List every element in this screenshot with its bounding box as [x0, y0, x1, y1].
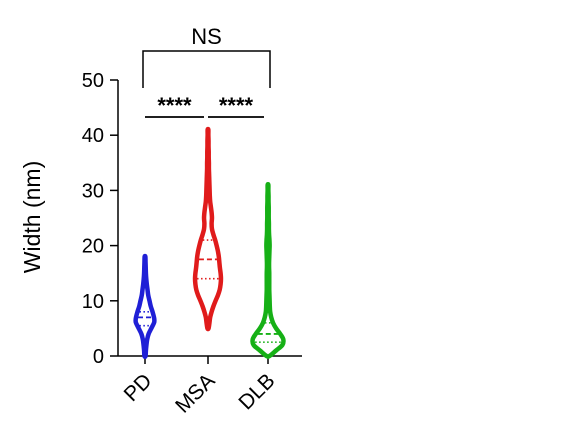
ns-bracket [142, 50, 271, 88]
x-tick-label: DLB [234, 369, 279, 414]
x-tick-label: MSA [171, 369, 219, 417]
violin-dlb [250, 181, 286, 359]
y-tick-label: 50 [82, 70, 104, 92]
violins [133, 126, 286, 359]
ns-label: NS [191, 24, 222, 49]
y-tick-label: 0 [93, 346, 104, 368]
significance-label: **** [219, 93, 254, 118]
significance-label: **** [157, 93, 192, 118]
y-tick-label: 40 [82, 125, 104, 147]
significance-annotations: **** **** NS [142, 24, 271, 118]
violin-pd [133, 253, 157, 359]
y-tick-label: 30 [82, 180, 104, 202]
y-tick-label: 10 [82, 291, 104, 313]
violin-msa [192, 126, 224, 332]
x-tick-label: PD [120, 369, 157, 406]
y-axis-label: Width (nm) [19, 161, 45, 273]
y-tick-label: 20 [82, 236, 104, 258]
